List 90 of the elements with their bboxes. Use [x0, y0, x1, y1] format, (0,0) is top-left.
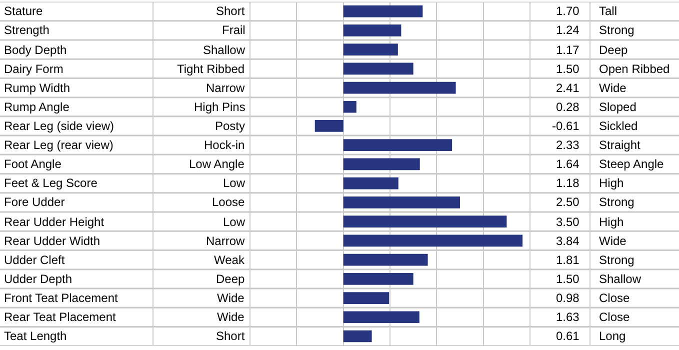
data-label: 2.50	[556, 195, 580, 209]
text: Low	[223, 176, 246, 190]
text: Hock-in	[204, 138, 245, 152]
data-label: 3.84	[556, 234, 580, 248]
text: Posty	[215, 119, 246, 133]
y-tick-label: Body Depth	[4, 43, 67, 57]
bar	[343, 272, 414, 285]
text: Tall	[599, 4, 618, 18]
bar	[343, 62, 414, 75]
y-tick-label: Fore Udder	[4, 195, 65, 209]
bar	[343, 234, 523, 247]
bar	[343, 100, 356, 113]
text: Strong	[599, 23, 634, 37]
text: Short	[216, 4, 246, 18]
text: Shallow	[599, 272, 642, 286]
y-tick-label: Stature	[4, 4, 44, 18]
y-tick-label: Rear Udder Width	[4, 234, 100, 248]
bar	[343, 311, 420, 324]
y-tick-label: Rear Leg (side view)	[4, 119, 114, 133]
bar	[343, 24, 402, 36]
data-label: 1.63	[556, 310, 580, 324]
data-label: 0.28	[556, 100, 580, 114]
text: Wide	[599, 234, 627, 248]
bar	[343, 139, 452, 152]
text: Sloped	[599, 100, 636, 114]
y-tick-label: Udder Cleft	[4, 253, 66, 267]
text: Deep	[216, 272, 246, 286]
text: Frail	[222, 23, 246, 37]
text: Sickled	[599, 119, 638, 133]
y-tick-label: Teat Length	[4, 329, 67, 343]
data-label: 2.41	[556, 81, 580, 95]
text: Deep	[599, 43, 628, 57]
y-tick-label: Rump Angle	[4, 100, 70, 114]
text: Short	[216, 329, 246, 343]
data-label: 1.50	[556, 62, 580, 76]
text: Low	[223, 215, 246, 229]
text: Narrow	[206, 81, 246, 95]
text: Shallow	[203, 43, 246, 57]
bar	[343, 196, 460, 208]
text: Long	[599, 329, 626, 343]
data-label: 1.50	[556, 272, 580, 286]
data-label: 0.61	[556, 329, 580, 343]
text: Strong	[599, 253, 634, 267]
text: Tight Ribbed	[177, 62, 245, 76]
text: Weak	[214, 253, 246, 267]
y-tick-label: Feet & Leg Score	[4, 176, 98, 190]
data-label: 1.64	[556, 157, 580, 171]
bar	[343, 82, 456, 94]
text: Strong	[599, 195, 634, 209]
y-tick-label: Strength	[4, 23, 50, 37]
bar	[343, 177, 398, 190]
text: Low Angle	[189, 157, 245, 171]
data-label: 2.33	[556, 138, 580, 152]
data-label: -0.61	[552, 119, 580, 133]
text: Narrow	[206, 234, 246, 248]
text: High Pins	[194, 100, 246, 114]
text: High	[599, 176, 624, 190]
data-label: 1.24	[556, 23, 580, 37]
y-tick-label: Rear Udder Height	[4, 215, 105, 229]
y-tick-label: Dairy Form	[4, 62, 64, 76]
text: Wide	[599, 81, 627, 95]
text: Wide	[217, 291, 245, 305]
text: Close	[599, 291, 630, 305]
bar	[343, 292, 390, 304]
bar	[343, 216, 507, 228]
data-label: 0.98	[556, 291, 580, 305]
bar	[343, 254, 428, 266]
data-label: 3.50	[556, 215, 580, 229]
text: Open Ribbed	[599, 62, 670, 76]
bar	[343, 330, 372, 342]
y-tick-label: Udder Depth	[4, 272, 72, 286]
data-label: 1.18	[556, 176, 580, 190]
text: Wide	[217, 310, 245, 324]
data-label: 1.70	[556, 4, 580, 18]
text: Close	[599, 310, 630, 324]
data-label: 1.17	[556, 43, 580, 57]
bar	[343, 44, 398, 56]
y-tick-label: Rear Leg (rear view)	[4, 138, 114, 152]
y-tick-label: Rump Width	[4, 81, 70, 95]
y-tick-label: Front Teat Placement	[4, 291, 118, 305]
bar	[314, 120, 344, 132]
bar	[343, 158, 420, 170]
text: Straight	[599, 138, 642, 152]
text: Loose	[212, 195, 246, 209]
y-tick-label: Foot Angle	[4, 157, 62, 171]
bar	[343, 5, 423, 18]
y-tick-label: Rear Teat Placement	[4, 310, 117, 324]
text: Steep Angle	[599, 157, 664, 171]
data-label: 1.81	[556, 253, 580, 267]
text: High	[599, 215, 624, 229]
